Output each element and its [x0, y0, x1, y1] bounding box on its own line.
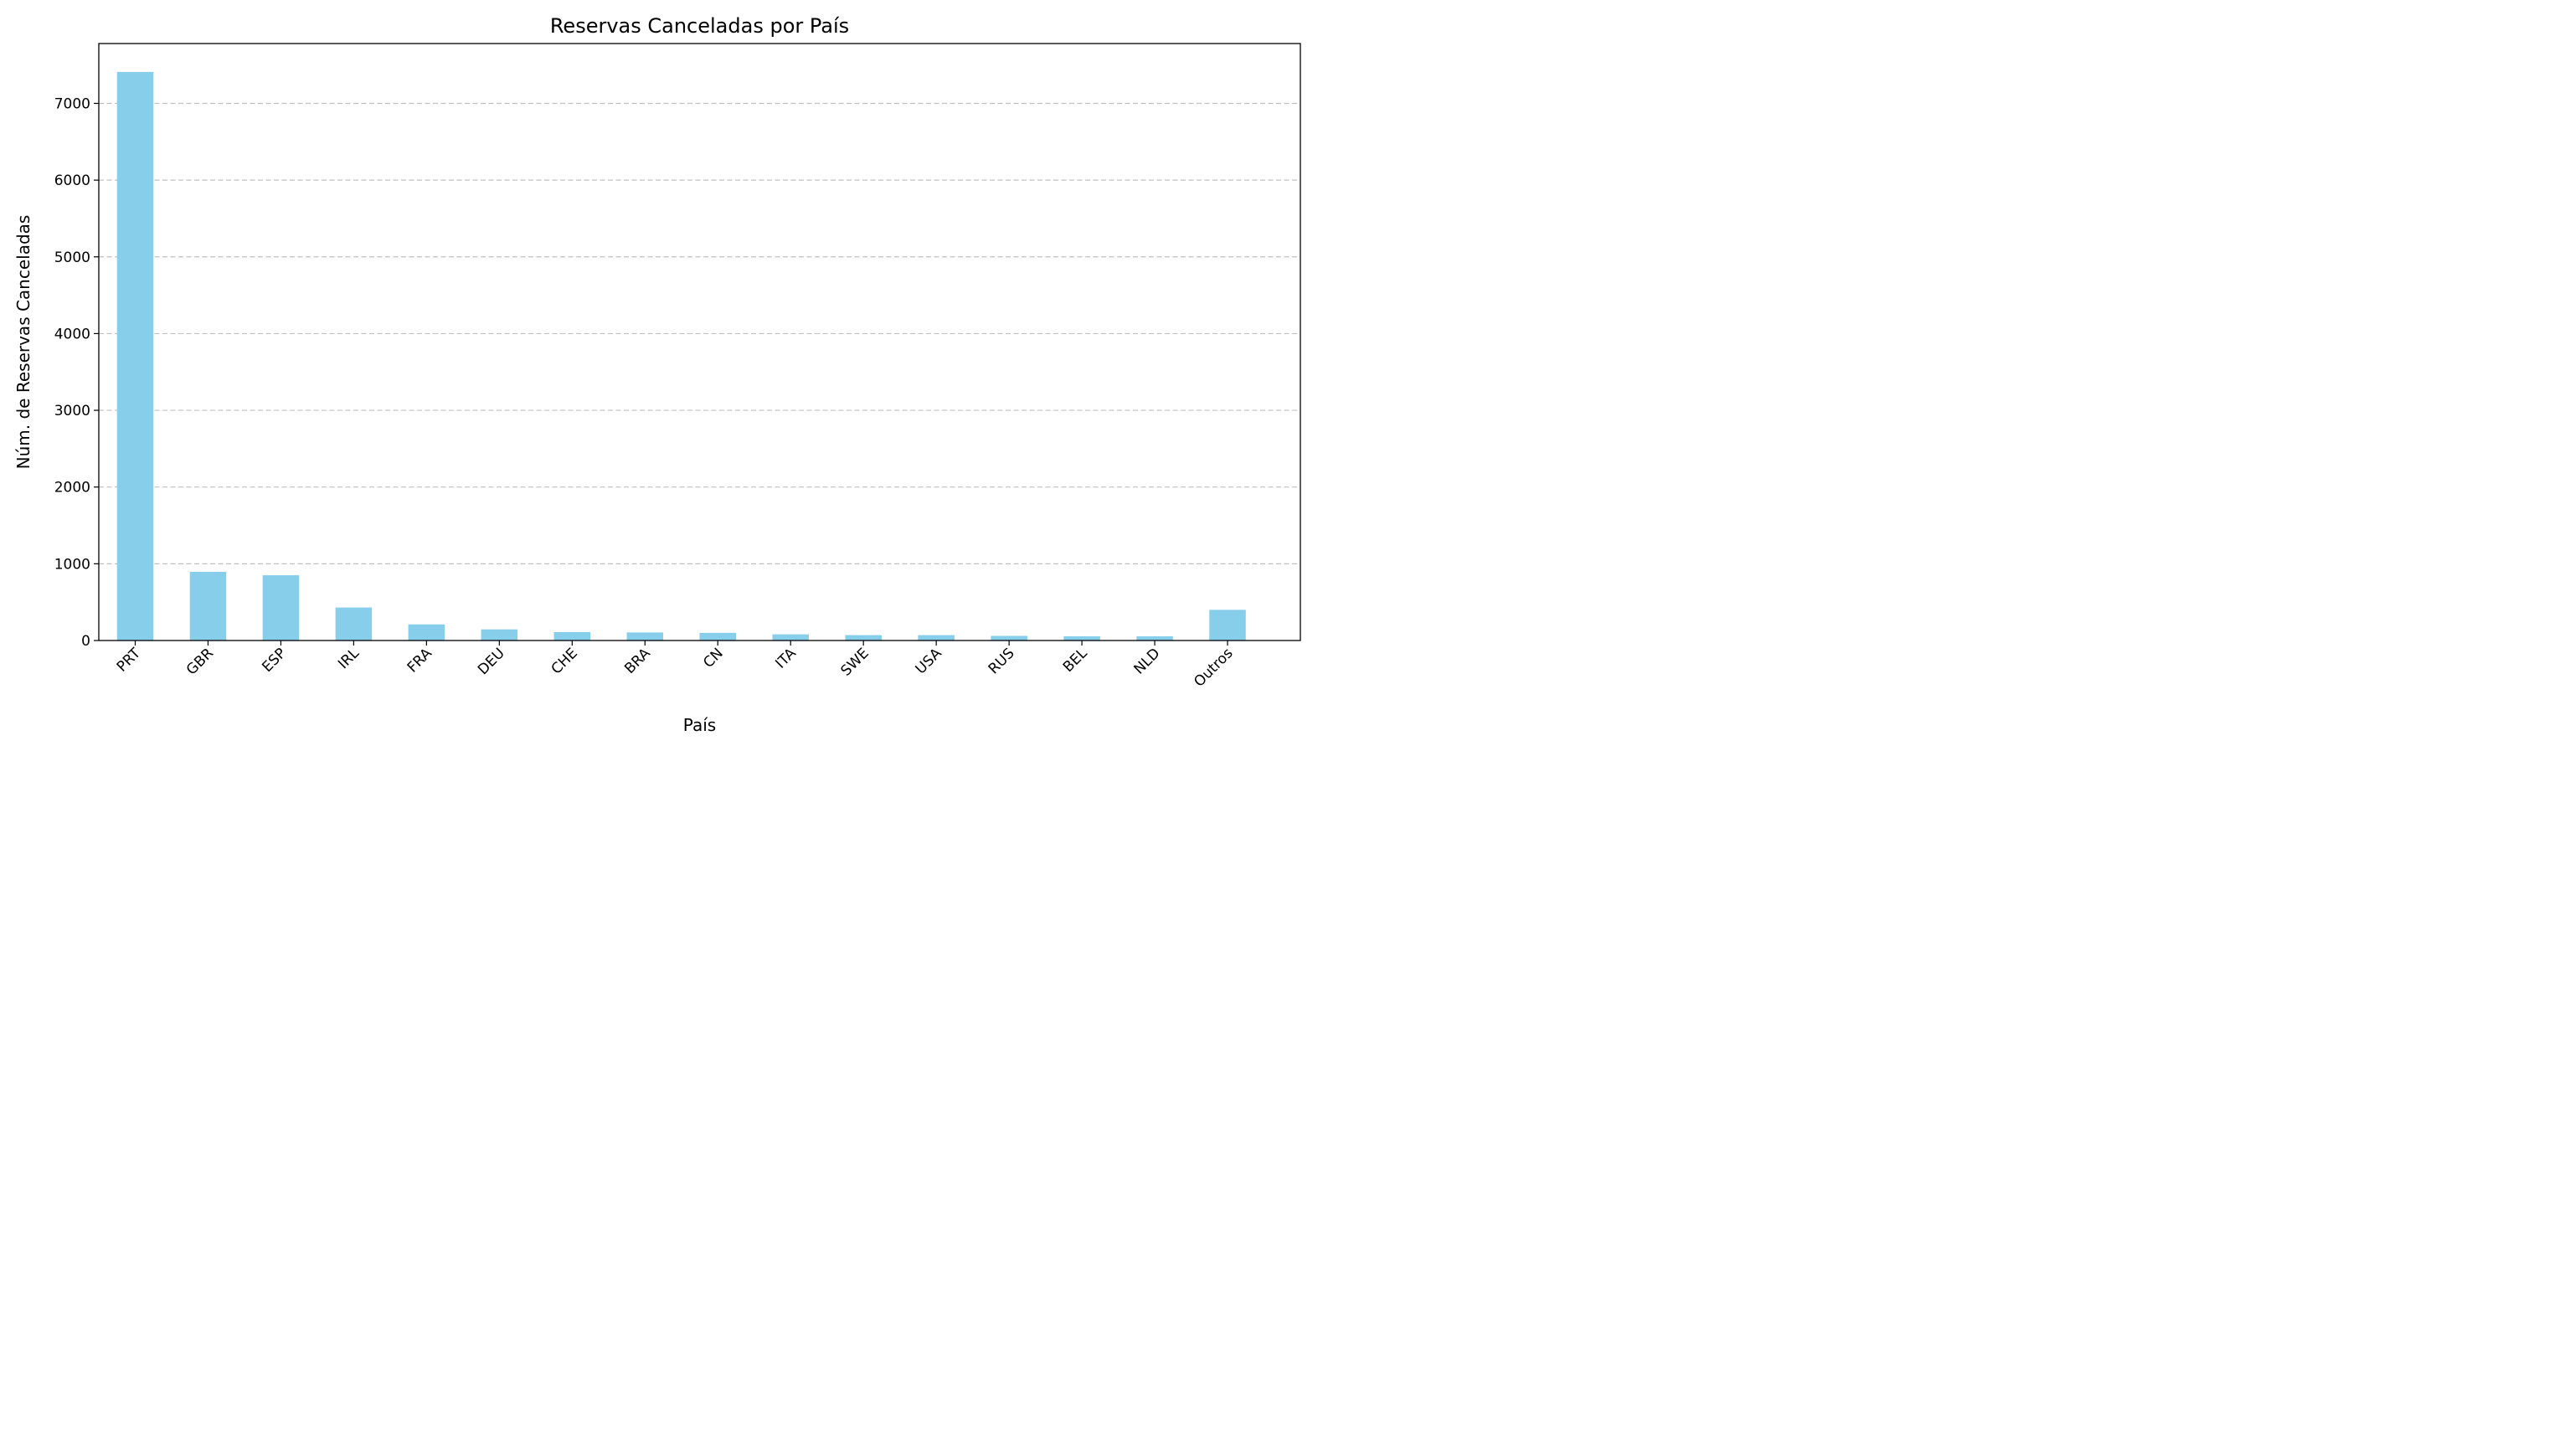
y-tick-label: 6000: [54, 172, 90, 189]
bar-chart: 0 1000 2000 3000 4000 5000 6000 7000 PRT GBR ESP IR…: [13, 14, 1301, 735]
x-tick-label: GBR: [183, 645, 217, 678]
bar-swe: [845, 635, 882, 641]
x-tick-label: PRT: [114, 645, 145, 676]
y-axis-label: Núm. de Reservas Canceladas: [13, 215, 33, 470]
y-tick-label: 1000: [54, 556, 90, 573]
chart-container: 0 1000 2000 3000 4000 5000 6000 7000 PRT GBR ESP IR…: [0, 0, 1312, 749]
x-tick-label: RUS: [986, 645, 1018, 677]
plot-frame: [98, 43, 1301, 641]
grid-layer: [99, 102, 1300, 564]
bar-ita: [772, 634, 809, 641]
y-tick-label: 0: [81, 633, 90, 650]
bar-deu: [481, 629, 518, 641]
x-tick-label: ESP: [259, 645, 290, 676]
bar-fra: [408, 624, 445, 641]
x-axis-label: País: [683, 715, 716, 735]
bar-irl: [335, 607, 373, 641]
bar-bra: [626, 632, 664, 641]
y-tick-label: 3000: [54, 403, 90, 419]
ticks-layer: 0 1000 2000 3000 4000 5000 6000 7000 PRT GBR ESP IR…: [54, 95, 1237, 690]
bar-nld: [1136, 635, 1173, 641]
bar-cn: [699, 632, 736, 641]
x-tick-label: CN: [700, 645, 727, 671]
bar-che: [553, 631, 591, 641]
bars-layer: [116, 71, 1246, 641]
bar-rus: [991, 635, 1027, 641]
y-tick-label: 4000: [54, 326, 90, 342]
x-tick-label: BEL: [1060, 645, 1091, 676]
x-tick-label: BRA: [621, 645, 654, 677]
bar-prt: [116, 71, 154, 641]
x-tick-label: ITA: [772, 645, 800, 672]
x-tick-label: SWE: [837, 645, 872, 679]
bar-usa: [918, 635, 955, 641]
x-tick-label: IRL: [335, 645, 363, 672]
x-tick-label: CHE: [548, 645, 581, 677]
bar-esp: [262, 575, 300, 641]
x-tick-label: NLD: [1131, 645, 1164, 677]
y-tick-label: 7000: [54, 95, 90, 112]
x-tick-label: FRA: [404, 645, 435, 676]
x-tick-label: Outros: [1191, 645, 1236, 690]
y-tick-label: 2000: [54, 480, 90, 496]
bar-gbr: [189, 571, 227, 641]
x-tick-label: DEU: [475, 645, 508, 678]
y-tick-label: 5000: [54, 250, 90, 266]
chart-title: Reservas Canceladas por País: [550, 14, 849, 38]
x-tick-label: USA: [913, 645, 945, 677]
bar-outros: [1209, 610, 1246, 641]
bar-bel: [1063, 635, 1100, 641]
